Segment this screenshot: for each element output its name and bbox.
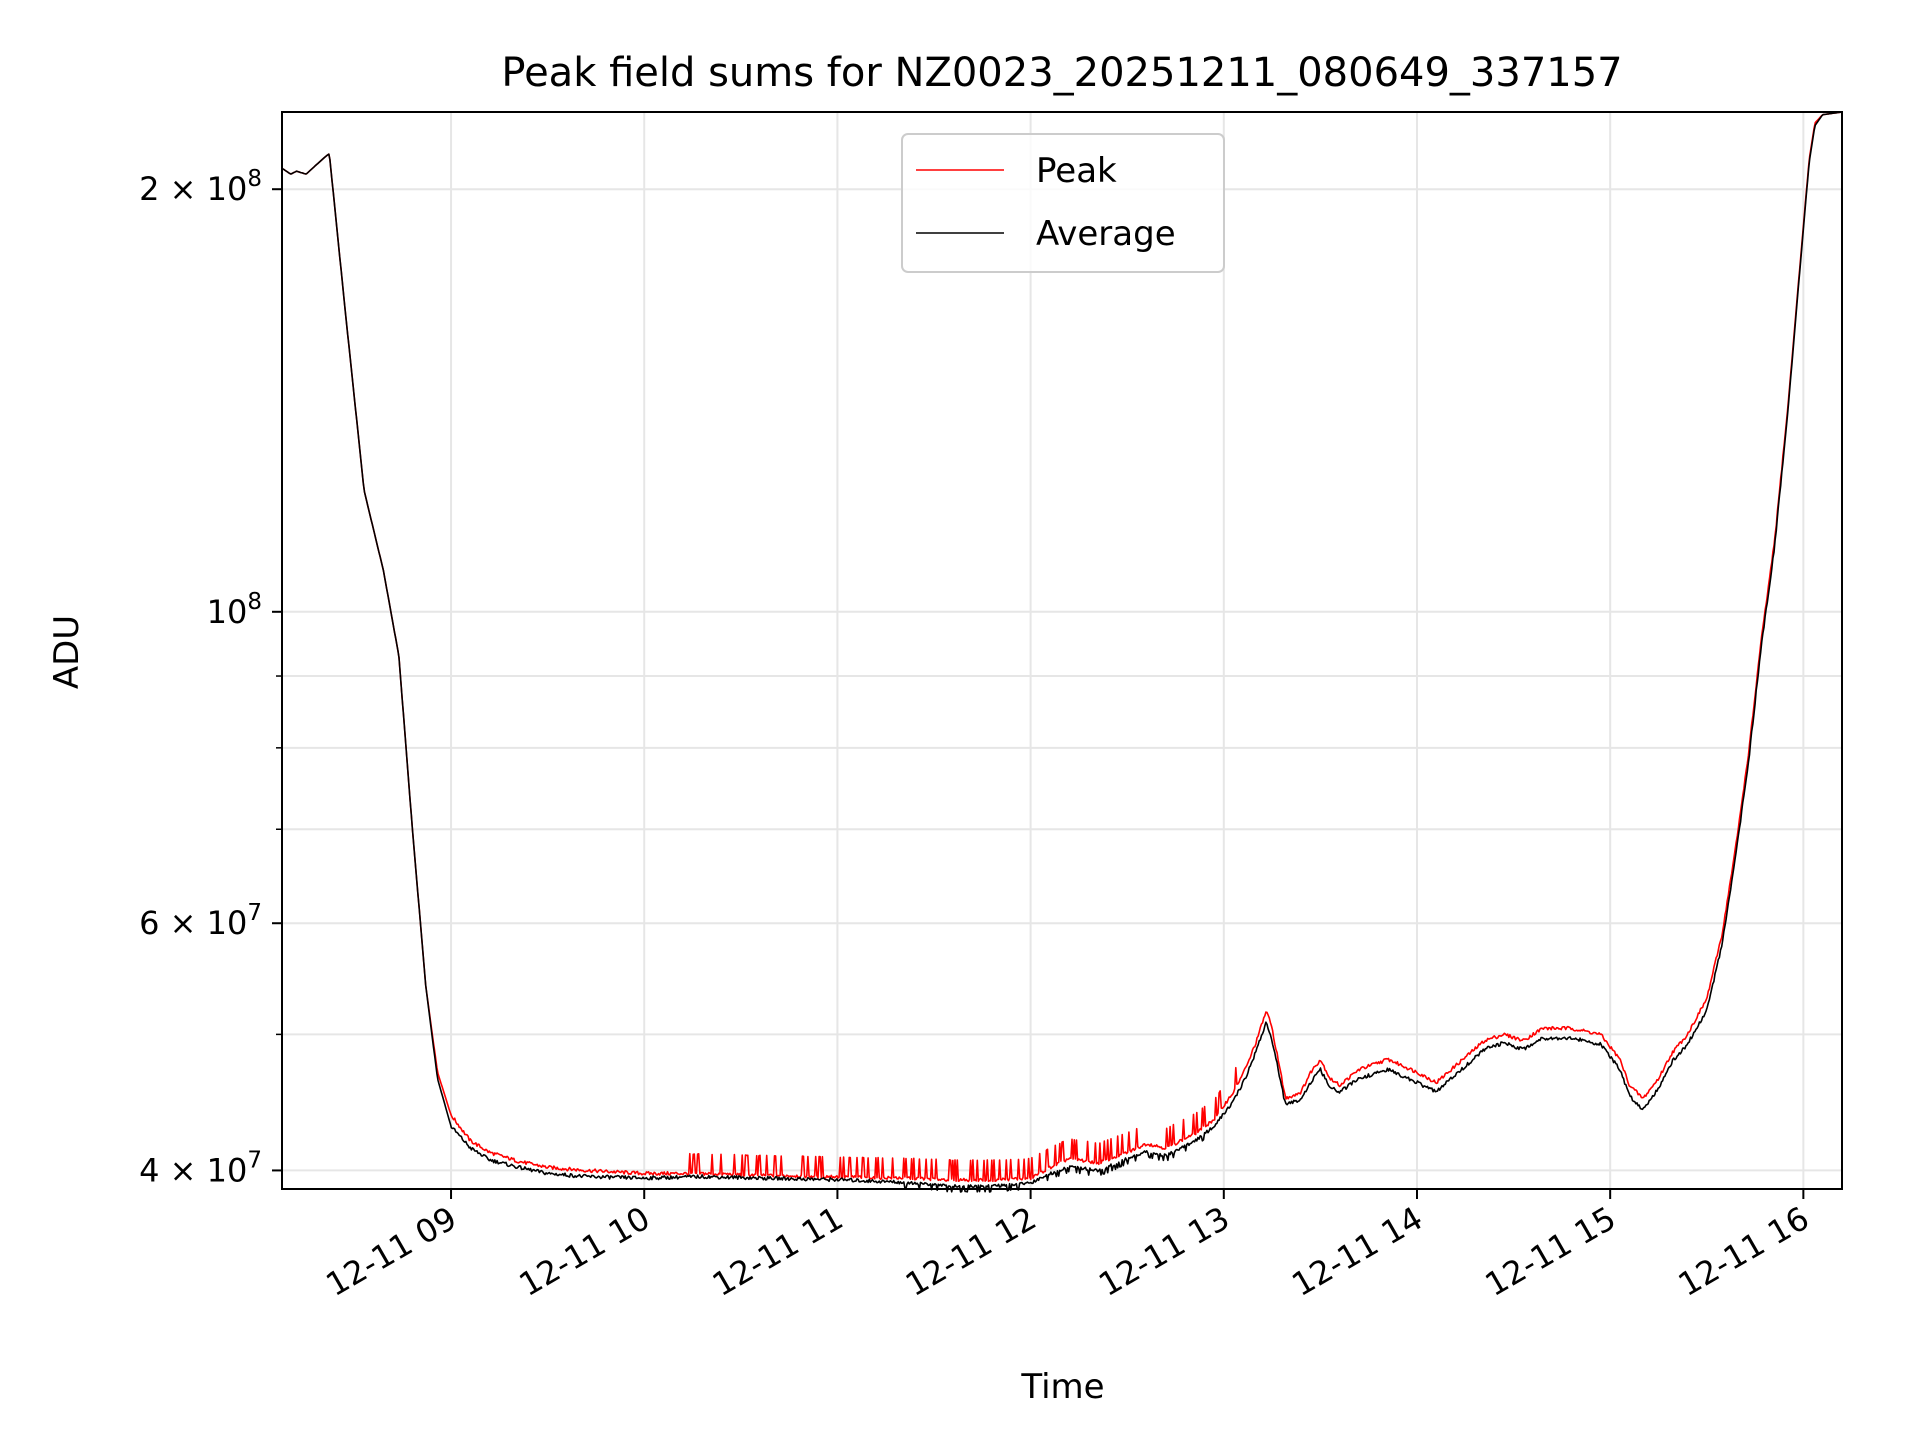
series-line-average [281, 111, 1843, 1193]
y-tick-label: 4 × 107 [139, 1147, 262, 1189]
series-line-peak [281, 111, 1843, 1183]
chart-title: Peak field sums for NZ0023_20251211_0806… [501, 50, 1622, 96]
plot-series [281, 111, 1843, 1193]
legend-label-average: Average [1036, 214, 1176, 254]
legend: Peak Average [901, 133, 1225, 273]
plot-area-frame [281, 111, 1843, 1190]
y-axis-label: ADU [47, 615, 87, 689]
x-axis-label: Time [1020, 1367, 1104, 1407]
legend-box [901, 133, 1225, 273]
legend-label-peak: Peak [1036, 151, 1117, 191]
y-tick-label: 6 × 107 [139, 900, 262, 942]
y-tick-label: 2 × 108 [139, 166, 262, 208]
